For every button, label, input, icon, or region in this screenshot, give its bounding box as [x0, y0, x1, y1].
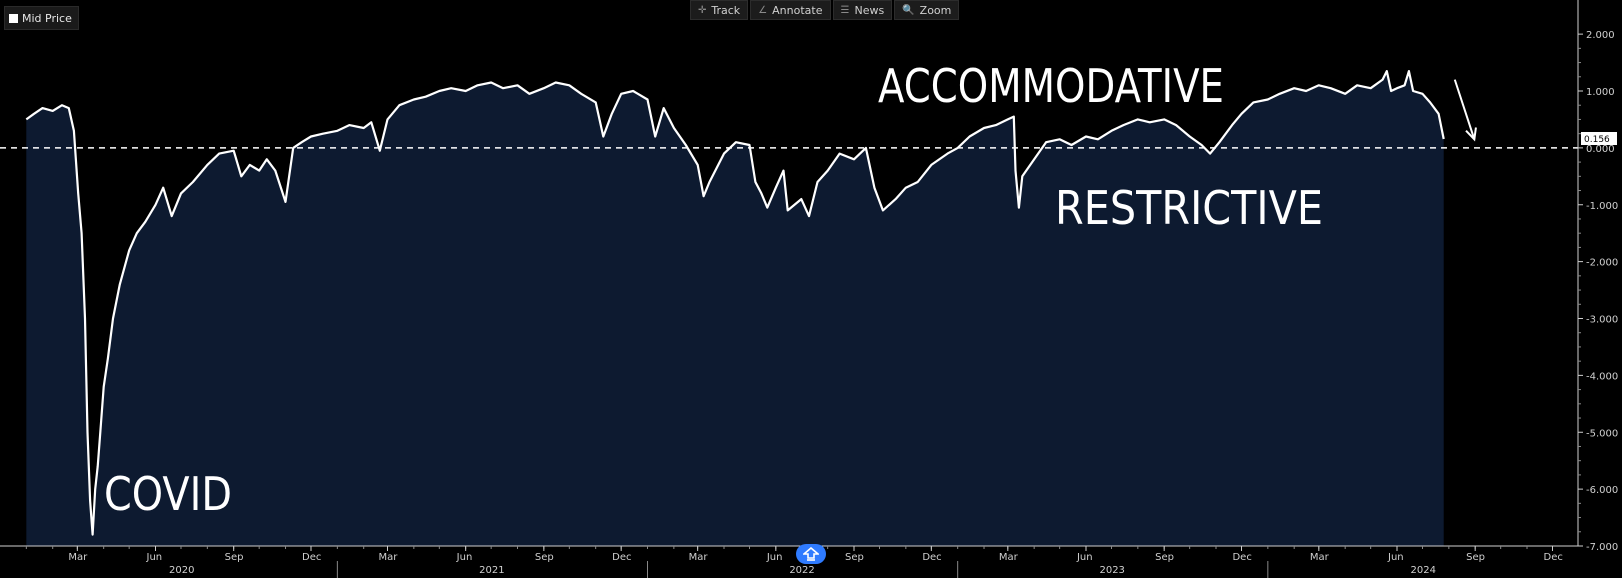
zoom-button[interactable]: 🔍 Zoom	[894, 0, 960, 20]
x-tick-label: Dec	[612, 552, 631, 563]
scroll-home-button[interactable]	[796, 544, 826, 564]
x-tick-label: Mar	[1310, 552, 1330, 563]
legend-label: Mid Price	[22, 11, 72, 25]
x-year-label: 2023	[1099, 565, 1124, 576]
x-tick-label: Jun	[1387, 552, 1404, 563]
y-tick-label: -5.000	[1586, 428, 1618, 439]
x-year-label: 2021	[479, 565, 504, 576]
x-tick-label: Mar	[378, 552, 398, 563]
x-tick-label: Dec	[1544, 552, 1563, 563]
last-value-label: 0.156	[1584, 135, 1610, 145]
legend-swatch	[9, 13, 18, 23]
legend[interactable]: Mid Price	[4, 6, 79, 30]
x-tick-label: Sep	[535, 552, 554, 563]
annotation-arrow-head	[1465, 127, 1477, 142]
x-tick-label: Mar	[999, 552, 1019, 563]
x-tick-label: Dec	[922, 552, 941, 563]
y-tick-label: 2.000	[1586, 30, 1615, 41]
series-line[interactable]	[25, 69, 1445, 536]
news-button[interactable]: ☰ News	[832, 0, 893, 20]
x-tick-label: Dec	[302, 552, 321, 563]
y-tick-label: -2.000	[1586, 258, 1618, 269]
annotation-covid: COVID	[104, 467, 232, 521]
annotate-label: Annotate	[772, 3, 823, 17]
y-tick-label: -4.000	[1586, 371, 1618, 382]
last-value-box	[1581, 132, 1617, 146]
news-icon: ☰	[840, 4, 850, 16]
x-tick-label: Jun	[456, 552, 473, 563]
x-tick-label: Sep	[1155, 552, 1174, 563]
y-tick-label: 1.000	[1586, 87, 1615, 98]
x-year-label: 2022	[789, 565, 814, 576]
annotation-restrictive: RESTRICTIVE	[1055, 181, 1323, 235]
y-tick-label: -3.000	[1586, 315, 1618, 326]
crosshair-icon: ✛	[698, 4, 707, 16]
track-label: Track	[711, 3, 741, 17]
annotation-accommodative: ACCOMMODATIVE	[878, 59, 1224, 113]
x-year-label: 2020	[169, 565, 194, 576]
x-tick-label: Sep	[225, 552, 244, 563]
track-button[interactable]: ✛ Track	[690, 0, 749, 20]
chart-toolbar: ✛ Track ∠ Annotate ☰ News 🔍 Zoom	[690, 0, 960, 20]
y-tick-label: 0.000	[1586, 144, 1615, 155]
zoom-icon: 🔍	[902, 4, 915, 16]
x-tick-label: Jun	[146, 552, 163, 563]
series-area	[26, 71, 1444, 546]
x-year-label: 2024	[1410, 565, 1435, 576]
x-tick-label: Jun	[1076, 552, 1093, 563]
y-tick-label: -1.000	[1586, 201, 1618, 212]
y-tick-label: -7.000	[1586, 542, 1618, 553]
x-tick-label: Jun	[766, 552, 783, 563]
x-tick-label: Mar	[689, 552, 709, 563]
home-arrow-icon	[803, 547, 819, 561]
x-tick-label: Sep	[845, 552, 864, 563]
x-tick-label: Sep	[1466, 552, 1485, 563]
x-tick-label: Dec	[1232, 552, 1251, 563]
pencil-icon: ∠	[758, 4, 768, 16]
zoom-label: Zoom	[919, 3, 952, 17]
x-tick-label: Mar	[68, 552, 88, 563]
annotation-arrow-shaft	[1453, 79, 1476, 140]
annotate-button[interactable]: ∠ Annotate	[750, 0, 831, 20]
y-tick-label: -6.000	[1586, 485, 1618, 496]
news-label: News	[854, 3, 885, 17]
